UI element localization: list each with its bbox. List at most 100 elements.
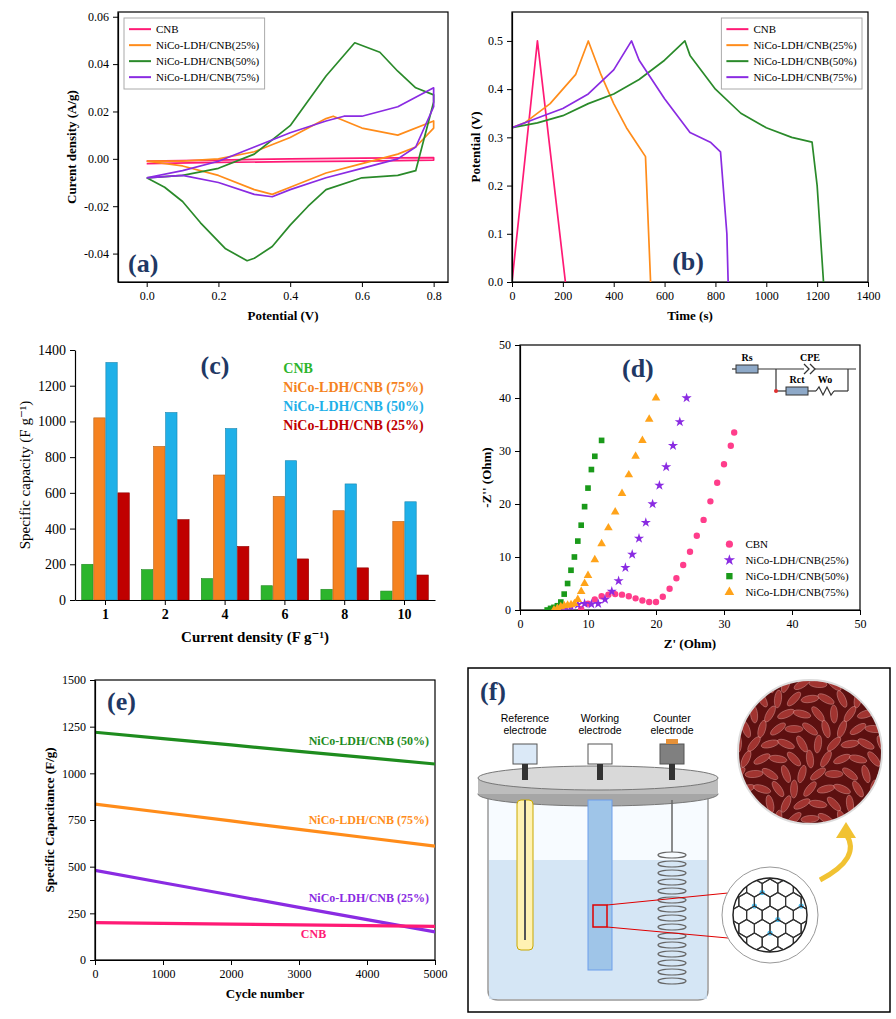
micrograph-border <box>738 680 882 824</box>
petal <box>785 750 803 768</box>
cage-ring <box>747 852 763 870</box>
legend-item: NiCo-LDH/CNB(50%) <box>129 55 260 68</box>
cage-atom <box>752 984 757 989</box>
series-line <box>512 41 728 282</box>
series-label: NiCo-LDH/CNB (50%) <box>309 734 429 748</box>
circuit-label: Rs <box>741 352 752 363</box>
tick: 0.06 <box>88 10 118 24</box>
petal <box>776 707 795 720</box>
legend-item: NiCo-LDH/CNB(75%) <box>725 586 849 599</box>
tick-label: 400 <box>605 289 623 303</box>
petal <box>801 694 820 704</box>
panel-label: (f) <box>480 677 506 706</box>
data-point <box>648 499 658 509</box>
tick-label: 10 <box>398 607 412 622</box>
x-axis: 1246810 <box>76 600 436 622</box>
tick: 0.0 <box>488 275 512 289</box>
cage-atom <box>814 930 819 935</box>
cage-ring <box>778 852 794 870</box>
tick-label: 0.6 <box>355 289 370 303</box>
cage-atom <box>822 917 827 922</box>
arrow-head <box>836 822 856 838</box>
petal <box>881 695 896 703</box>
electrode <box>597 764 603 780</box>
cage-ring <box>739 866 755 884</box>
petal <box>729 800 747 808</box>
tick: 10 <box>499 550 520 564</box>
panel-label: (a) <box>128 249 158 278</box>
series-line <box>512 41 651 282</box>
data-point <box>687 549 693 555</box>
tick-label: 0.0 <box>140 289 155 303</box>
data-point <box>627 549 637 559</box>
data-point <box>574 594 583 601</box>
electrode <box>588 800 612 970</box>
petal <box>859 674 873 693</box>
petal <box>736 812 755 826</box>
tick-label: 0.4 <box>283 289 298 303</box>
cage-atom <box>736 957 741 962</box>
tick-label: 50 <box>855 617 867 631</box>
tick-label: 1500 <box>62 673 86 687</box>
cage-atom <box>830 957 835 962</box>
axis-line <box>512 13 513 283</box>
tick-label: 4000 <box>356 967 380 981</box>
panel: 12468100200400600800100012001400Current … <box>17 343 436 646</box>
y-axis: 0.00.10.20.30.40.5 <box>488 13 513 290</box>
petal <box>832 752 851 765</box>
tick: 30 <box>499 444 520 458</box>
data-point <box>626 593 632 599</box>
tick-label: 0.1 <box>488 227 503 241</box>
tick-label: 1000 <box>38 414 66 429</box>
tick-mark <box>290 282 291 287</box>
tick: 0.1 <box>488 227 512 241</box>
cage-atom <box>713 971 718 976</box>
tick-mark <box>165 600 166 605</box>
sample-area <box>593 905 607 927</box>
cage-ring <box>832 839 848 857</box>
data-point <box>660 594 666 600</box>
cage-ring <box>700 960 716 978</box>
petal <box>785 690 803 708</box>
data-point <box>561 591 567 597</box>
legend-swatch <box>726 573 732 579</box>
data-point <box>584 571 593 578</box>
cage-ring <box>809 960 825 978</box>
tick: 1000 <box>38 414 75 429</box>
diagram: (f)ReferenceelectrodeWorkingelectrodeCou… <box>468 668 896 1012</box>
data-point <box>694 533 700 539</box>
legend-item: NiCo-LDH/CNB(50%) <box>726 570 849 583</box>
legend-item: NiCo-LDH/CNB(25%) <box>129 39 260 52</box>
legend-label: NiCo-LDH/CNB(75%) <box>156 71 260 84</box>
data-point <box>572 554 578 560</box>
circuit-wire <box>847 369 848 391</box>
x-axis-title: Cycle number <box>226 986 305 1001</box>
legend-box <box>719 533 854 604</box>
tick: 10 <box>398 600 412 622</box>
tick-mark <box>515 504 520 505</box>
y-axis: 01020304050 <box>499 338 521 617</box>
cage-ring <box>700 906 716 924</box>
petal <box>881 720 896 737</box>
tick-label: 8 <box>341 607 348 622</box>
legend-item: NiCo-LDH/CNB (50%) <box>283 399 424 415</box>
cage-ring <box>817 974 833 992</box>
tick: 0.02 <box>88 105 118 119</box>
cage-ring <box>848 920 864 938</box>
data-point <box>645 414 654 421</box>
tick-mark <box>507 234 512 235</box>
legend-swatch <box>129 76 151 78</box>
cage-ring <box>692 947 708 965</box>
tick: 2 <box>162 600 169 622</box>
cage-ring <box>708 866 724 884</box>
cage-atom <box>697 863 702 868</box>
cage-ring <box>825 960 841 978</box>
cage-ring <box>832 974 848 992</box>
cage-ring <box>684 933 700 951</box>
legend-item: NiCo-LDH/CNB(75%) <box>129 71 260 84</box>
petal <box>785 726 803 733</box>
legend: CNBNiCo-LDH/CNB(25%)NiCo-LDH/CNB(50%)NiC… <box>721 18 862 89</box>
tick-mark <box>70 350 75 351</box>
petal <box>796 764 808 783</box>
tick-mark <box>507 89 512 90</box>
